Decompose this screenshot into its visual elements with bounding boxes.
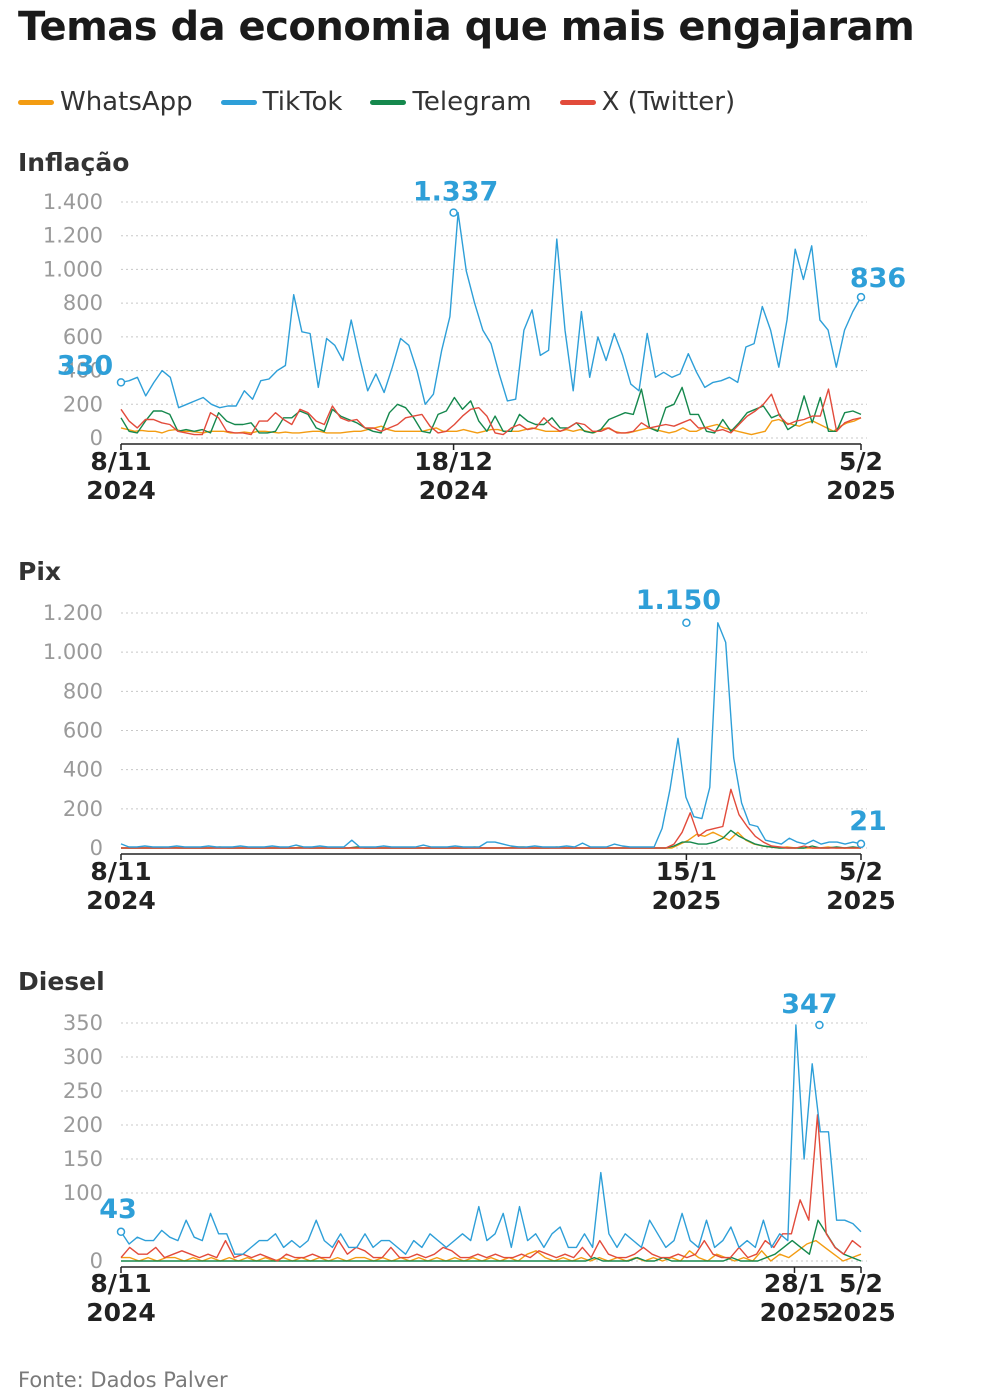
y-tick-label: 300 (63, 1045, 103, 1069)
source-note: Fonte: Dados Palver (18, 1368, 228, 1392)
annotation-marker (856, 839, 866, 849)
annotation-marker (815, 1020, 824, 1030)
y-tick-label: 200 (63, 1113, 103, 1137)
legend-swatch-whatsapp (18, 99, 54, 105)
x-tick-label-year: 2025 (826, 886, 896, 915)
y-tick-label: 0 (90, 426, 103, 450)
annotation-label: 330 (57, 350, 113, 381)
series-line-x-twitter (120, 388, 862, 436)
x-tick-label-year: 2024 (419, 476, 489, 505)
legend-label-x-twitter: X (Twitter) (601, 87, 736, 117)
legend-label-telegram: Telegram (412, 87, 532, 117)
y-tick-label: 400 (63, 359, 103, 383)
legend: WhatsApp TikTok Telegram X (Twitter) (18, 86, 763, 118)
chart-title: Temas da economia que mais engajaram (18, 4, 915, 50)
series-line-x-twitter (120, 1114, 862, 1262)
series-line-telegram (121, 829, 862, 849)
panel-title-diesel: Diesel (18, 967, 105, 996)
y-tick-label: 400 (63, 758, 103, 782)
x-tick-label: 8/11 (90, 857, 151, 886)
series-line-x-twitter (121, 788, 861, 849)
annotation-label: 1.150 (636, 585, 721, 616)
panel-0: 02004006008001.0001.2001.4008/11202418/1… (43, 177, 906, 505)
x-tick-label: 28/1 (764, 1269, 825, 1298)
legend-item-whatsapp: WhatsApp (18, 87, 193, 117)
y-tick-label: 600 (63, 325, 103, 349)
series-line-tiktok (120, 622, 862, 848)
series-line-tiktok (120, 211, 862, 409)
y-tick-label: 800 (63, 291, 103, 315)
annotation-marker (449, 208, 458, 217)
panel-title-inflacao: Inflação (18, 148, 130, 177)
panel-title-pix: Pix (18, 557, 62, 586)
annotation-marker (682, 618, 691, 628)
y-tick-label: 1.000 (43, 257, 103, 281)
legend-item-tiktok: TikTok (220, 87, 343, 117)
y-tick-label: 0 (90, 1249, 103, 1273)
y-tick-label: 1.200 (43, 601, 103, 625)
y-tick-label: 600 (63, 719, 103, 743)
series-line-tiktok (120, 1024, 862, 1255)
series-line-whatsapp (120, 417, 862, 436)
x-tick-label-year: 2024 (86, 886, 156, 915)
legend-swatch-x-twitter (559, 99, 596, 105)
annotation-label: 347 (781, 989, 837, 1020)
x-tick-label-year: 2025 (826, 476, 896, 505)
legend-swatch-tiktok (220, 99, 257, 105)
legend-swatch-telegram (370, 99, 407, 105)
x-tick-label: 5/2 (839, 857, 883, 886)
y-tick-label: 350 (63, 1011, 103, 1035)
x-tick-label-year: 2025 (760, 1298, 830, 1327)
x-tick-label: 5/2 (839, 447, 883, 476)
annotation-label: 1.337 (413, 177, 498, 208)
y-tick-label: 0 (90, 836, 103, 860)
y-tick-label: 1.400 (43, 190, 103, 214)
x-tick-label: 8/11 (90, 447, 151, 476)
legend-label-tiktok: TikTok (262, 87, 343, 117)
panel-1: 02004006008001.0001.2008/11202415/120255… (43, 585, 896, 915)
panel-2: 01001502002503003508/11202428/120255/220… (63, 989, 896, 1327)
x-tick-label: 8/11 (90, 1269, 151, 1298)
legend-item-x-twitter: X (Twitter) (559, 87, 736, 117)
y-tick-label: 200 (63, 797, 103, 821)
annotation-label: 43 (99, 1194, 137, 1225)
annotation-marker (116, 378, 126, 387)
series-line-telegram (121, 1219, 862, 1262)
series-line-whatsapp (121, 831, 861, 849)
x-tick-label: 15/1 (656, 857, 717, 886)
legend-item-telegram: Telegram (370, 87, 532, 117)
x-tick-label: 5/2 (839, 1269, 883, 1298)
y-tick-label: 1.000 (43, 640, 103, 664)
annotation-label: 836 (850, 263, 906, 294)
y-tick-label: 250 (63, 1079, 103, 1103)
x-tick-label-year: 2025 (652, 886, 722, 915)
y-tick-label: 1.200 (43, 224, 103, 248)
x-tick-label: 18/12 (414, 447, 493, 476)
y-tick-label: 800 (63, 679, 103, 703)
y-tick-label: 150 (63, 1147, 103, 1171)
annotation-label: 21 (849, 806, 887, 837)
x-tick-label-year: 2024 (86, 476, 156, 505)
x-tick-label-year: 2024 (86, 1298, 156, 1327)
legend-label-whatsapp: WhatsApp (60, 87, 193, 117)
y-tick-label: 100 (63, 1181, 103, 1205)
annotation-marker (116, 1227, 126, 1237)
y-tick-label: 200 (63, 392, 103, 416)
x-tick-label-year: 2025 (826, 1298, 896, 1327)
annotation-marker (856, 292, 866, 302)
